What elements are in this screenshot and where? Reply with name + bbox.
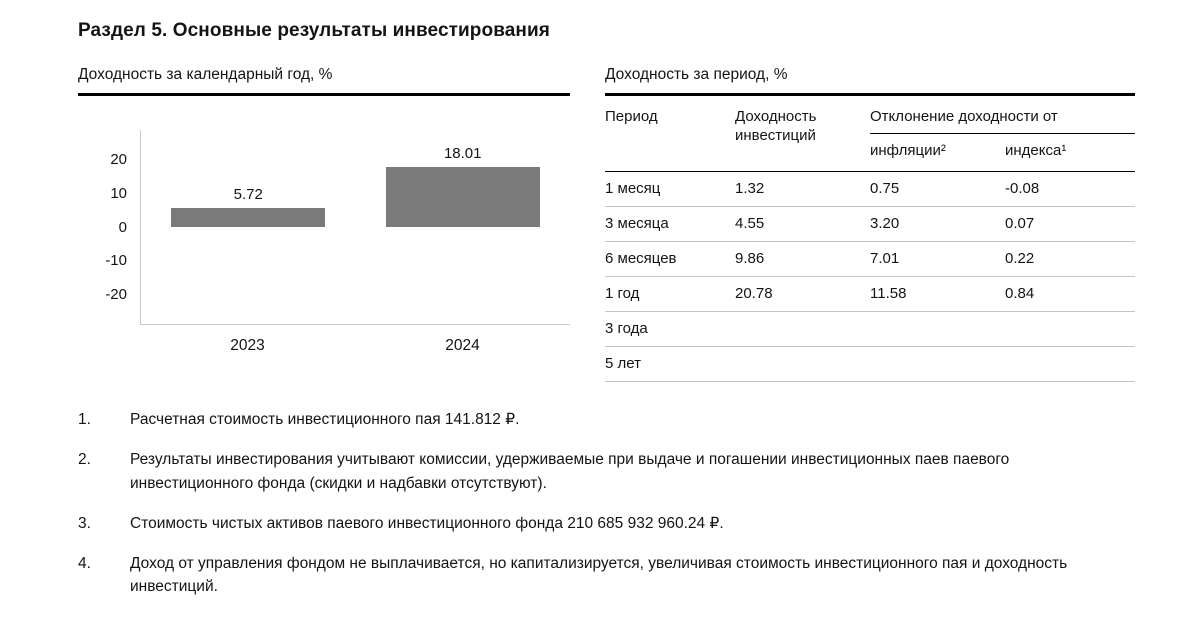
col-header-return: Доходность инвестиций	[735, 108, 817, 144]
x-axis-label: 2023	[230, 337, 265, 354]
period-table-body: 1 месяц 1.32 0.75 -0.08 3 месяца 4.55 3.20 0.07…	[605, 171, 1135, 382]
cell-index: 0.07	[1005, 206, 1135, 242]
cell-return: 4.55	[735, 206, 870, 242]
y-tick-label: 20	[110, 151, 127, 169]
cell-return: 20.78	[735, 276, 870, 312]
note-number: 2.	[78, 451, 91, 469]
table-row: 3 месяца 4.55 3.20 0.07	[605, 206, 1135, 242]
col-header-period: Период	[605, 108, 658, 125]
cell-return: 9.86	[735, 241, 870, 277]
period-table-head: Период Доходность инвестиций Отклонение …	[605, 96, 1135, 172]
cell-period: 1 месяц	[605, 171, 735, 207]
bar-chart: 20 10 0 -10 -20 5.72 18.01	[78, 130, 570, 325]
col-header-deviation-group: Отклонение доходности от	[870, 96, 1135, 134]
cell-inflation	[870, 311, 1005, 347]
cell-index	[1005, 346, 1135, 382]
note-item: 3. Стоимость чистых активов паевого инвес…	[78, 512, 1078, 535]
cell-return: 1.32	[735, 171, 870, 207]
table-row: 3 года	[605, 311, 1135, 347]
bar-value-label: 18.01	[443, 144, 482, 162]
table-row: 6 месяцев 9.86 7.01 0.22	[605, 241, 1135, 277]
y-tick-label: 10	[110, 184, 127, 202]
note-text: Стоимость чистых активов паевого инвести…	[130, 514, 724, 532]
page-title: Раздел 5. Основные результаты инвестиров…	[78, 20, 550, 41]
note-number: 1.	[78, 411, 91, 428]
notes-list: 1. Расчетная стоимость инвестиционного па…	[78, 408, 1078, 599]
cell-period: 3 месяца	[605, 206, 735, 242]
note-text: Расчетная стоимость инвестиционного пая …	[130, 411, 520, 428]
note-text: Доход от управления фондом не выплачивае…	[130, 555, 1068, 596]
note-number: 4.	[78, 555, 91, 572]
cell-period: 6 месяцев	[605, 241, 735, 277]
table-row: 1 месяц 1.32 0.75 -0.08	[605, 171, 1135, 207]
chart-xlabels: 2023 2024	[140, 337, 570, 359]
cell-return	[735, 311, 870, 347]
cell-inflation: 11.58	[870, 276, 1005, 312]
table-section-header: Доходность за период, %	[605, 66, 1135, 96]
chart-plot: 5.72 18.01	[140, 130, 570, 325]
content-columns: Доходность за календарный год, % 20 10 0 -1…	[78, 66, 1135, 382]
chart-section: Доходность за календарный год, % 20 10 0 -1…	[78, 66, 570, 359]
y-tick-label: -20	[105, 285, 127, 303]
cell-index: 0.22	[1005, 241, 1135, 277]
note-text: Результаты инвестирования учитывают коми…	[130, 451, 1010, 492]
table-row: 5 лет	[605, 346, 1135, 382]
cell-period: 5 лет	[605, 346, 735, 382]
bar-2023	[171, 208, 326, 228]
cell-inflation: 3.20	[870, 206, 1005, 242]
chart-yticks: 20 10 0 -10 -20	[78, 130, 140, 325]
y-tick-label: 0	[118, 218, 127, 236]
y-tick-label: -10	[105, 252, 127, 270]
cell-index: 0.84	[1005, 276, 1135, 312]
bar-2024	[385, 166, 540, 228]
report-page: Раздел 5. Основные результаты инвестиров…	[78, 20, 1135, 599]
cell-return	[735, 346, 870, 382]
table-section: Доходность за период, % Период Доходност…	[605, 66, 1135, 382]
col-header-index: индекса¹	[1005, 142, 1067, 159]
note-item: 2. Результаты инвестирования учитывают ко…	[78, 448, 1078, 495]
cell-inflation: 0.75	[870, 171, 1005, 207]
chart-section-header: Доходность за календарный год, %	[78, 66, 570, 96]
period-table: Период Доходность инвестиций Отклонение …	[605, 96, 1135, 382]
note-item: 4. Доход от управления фондом не выплачив…	[78, 552, 1078, 599]
cell-period: 1 год	[605, 276, 735, 312]
bar-value-label: 5.72	[233, 186, 263, 204]
col-header-inflation: инфляции²	[870, 142, 946, 159]
note-item: 1. Расчетная стоимость инвестиционного па…	[78, 408, 1078, 431]
note-number: 3.	[78, 514, 91, 532]
cell-inflation: 7.01	[870, 241, 1005, 277]
table-row: 1 год 20.78 11.58 0.84	[605, 276, 1135, 312]
cell-period: 3 года	[605, 311, 735, 347]
cell-index	[1005, 311, 1135, 347]
cell-inflation	[870, 346, 1005, 382]
x-axis-label: 2024	[445, 337, 480, 354]
cell-index: -0.08	[1005, 171, 1135, 207]
